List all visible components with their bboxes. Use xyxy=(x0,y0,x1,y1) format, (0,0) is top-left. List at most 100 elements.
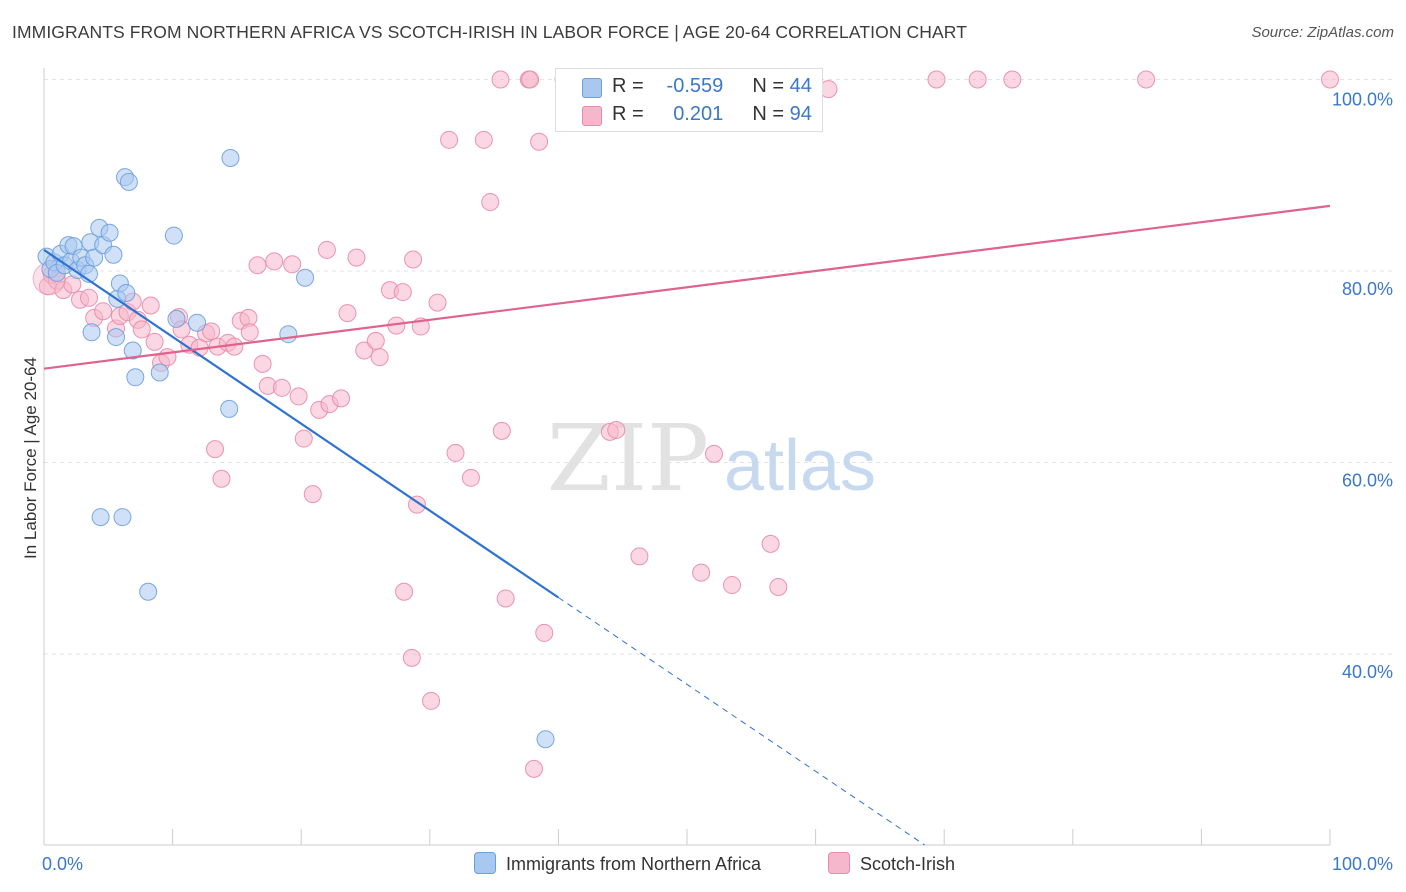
scotch-irish-point xyxy=(492,421,511,440)
watermark-zip: ZIP xyxy=(547,405,709,512)
scotch-irish-point xyxy=(481,193,500,212)
scotch-irish-point xyxy=(303,485,322,504)
northern-africa-point xyxy=(220,399,239,418)
northern-africa-point xyxy=(117,284,136,303)
y-axis-label: In Labor Force | Age 20-64 xyxy=(21,357,40,559)
scotch-irish-point xyxy=(402,648,421,667)
grid-lines xyxy=(44,79,1392,655)
scotch-irish-point xyxy=(1137,70,1156,89)
legend-n-label: N = xyxy=(752,75,785,97)
scotch-irish-point xyxy=(393,283,412,302)
scotch-irish-point xyxy=(289,387,308,406)
northern-africa-point xyxy=(188,313,207,332)
scotch-irish-point xyxy=(212,469,231,488)
scotch-irish-point xyxy=(968,70,987,89)
scotch-irish-point xyxy=(141,296,160,315)
x-tick-label-max: 100.0% xyxy=(1332,854,1393,874)
scotch-irish-point xyxy=(404,250,423,269)
x-tick-label-min: 0.0% xyxy=(42,854,83,874)
scotch-irish-point xyxy=(225,337,244,356)
scotch-irish-point xyxy=(692,563,711,582)
scotch-irish-point xyxy=(202,322,221,341)
y-tick-labels: 40.0% 60.0% 80.0% 100.0% xyxy=(1332,90,1393,683)
northern-africa-point xyxy=(221,149,240,168)
scotch-irish-point xyxy=(705,444,724,463)
northern-africa-point xyxy=(164,226,183,245)
scotch-irish-point xyxy=(446,443,465,462)
northern-africa-point xyxy=(536,730,555,749)
northern-africa-point xyxy=(279,325,298,344)
legend-r-label: R = xyxy=(612,103,644,125)
northern-africa-point xyxy=(119,172,138,191)
chart-title: IMMIGRANTS FROM NORTHERN AFRICA VS SCOTC… xyxy=(12,22,967,42)
scotch-irish-point xyxy=(94,302,113,321)
scotch-irish-point xyxy=(769,577,788,596)
scotch-irish-point xyxy=(355,341,374,360)
trend-line-northern-africa xyxy=(43,249,560,599)
scotch-irish-point xyxy=(461,468,480,487)
scotch-irish-point xyxy=(294,429,313,448)
legend-n-value: 44 xyxy=(789,75,812,97)
trend-lines xyxy=(43,204,1331,846)
trend-line-northern-africa-extension xyxy=(558,597,925,846)
y-tick-label: 80.0% xyxy=(1342,279,1393,299)
scotch-irish-point xyxy=(347,248,366,267)
scotch-irish-point xyxy=(474,130,493,149)
scotch-irish-point xyxy=(366,331,385,350)
scotch-irish-point xyxy=(535,623,554,642)
scotch-irish-point xyxy=(723,576,742,595)
scotch-irish-point xyxy=(521,70,540,89)
watermark-atlas: atlas xyxy=(724,426,876,506)
scotch-irish-point xyxy=(272,378,291,397)
bottom-legend-label-pink: Scotch-Irish xyxy=(860,854,956,874)
northern-africa-point xyxy=(123,341,142,360)
y-tick-label: 60.0% xyxy=(1342,471,1393,491)
scotch-irish-point xyxy=(283,255,302,274)
bottom-legend-label-blue: Immigrants from Northern Africa xyxy=(506,854,762,874)
scotch-irish-point xyxy=(496,589,515,608)
northern-africa-point xyxy=(100,223,119,242)
y-tick-label: 40.0% xyxy=(1342,662,1393,682)
axes xyxy=(43,68,1331,846)
scotch-irish-point xyxy=(132,320,151,339)
legend-n-value: 94 xyxy=(789,103,812,125)
scotch-irish-point xyxy=(1003,70,1022,89)
scotch-irish-point xyxy=(607,420,626,439)
scotch-irish-point xyxy=(332,389,351,408)
scotch-irish-point xyxy=(240,323,259,342)
northern-africa-point xyxy=(91,508,110,527)
northern-africa-point xyxy=(139,582,158,601)
stats-legend: R = -0.559 N = 44 R = 0.201 N = 94 xyxy=(555,68,823,132)
bottom-legend-swatch-pink xyxy=(828,852,850,874)
scotch-irish-point xyxy=(145,332,164,351)
legend-swatch-pink xyxy=(582,106,602,126)
scotch-irish-point xyxy=(530,132,549,151)
legend-r-value: -0.559 xyxy=(666,75,724,97)
scotch-irish-point xyxy=(248,256,267,275)
scotch-irish-point xyxy=(927,70,946,89)
scotch-irish-point xyxy=(422,691,441,710)
source-credit: Source: ZipAtlas.com xyxy=(1251,24,1394,41)
bottom-legend-northern-africa: Immigrants from Northern Africa xyxy=(474,852,761,876)
bottom-legend-swatch-blue xyxy=(474,852,496,874)
scotch-irish-point xyxy=(80,288,99,307)
scotch-irish-point xyxy=(206,440,225,459)
northern-africa-point xyxy=(126,368,145,387)
scotch-irish-point xyxy=(440,130,459,149)
scotch-irish-point xyxy=(761,534,780,553)
legend-r-value: 0.201 xyxy=(673,103,724,125)
legend-n-label: N = xyxy=(752,103,785,125)
trend-line-scotch-irish xyxy=(43,204,1331,370)
northern-africa-point xyxy=(113,508,132,527)
northern-africa-point xyxy=(82,323,101,342)
scotch-irish-point xyxy=(428,293,447,312)
series-northern-africa-points xyxy=(37,149,555,749)
scotch-irish-point xyxy=(524,759,543,778)
northern-africa-point xyxy=(296,268,315,287)
northern-africa-point xyxy=(150,363,169,382)
scotch-irish-point xyxy=(395,582,414,601)
legend-swatch-blue xyxy=(582,78,602,98)
bottom-legend-scotch-irish: Scotch-Irish xyxy=(828,852,955,876)
scotch-irish-point xyxy=(491,70,510,89)
